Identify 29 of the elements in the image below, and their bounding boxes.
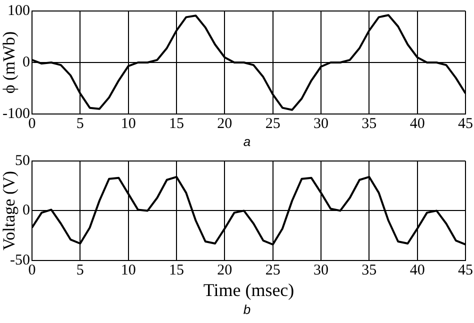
x-tick-label: 45 bbox=[458, 262, 473, 278]
x-tick-label: 45 bbox=[458, 116, 473, 132]
x-tick-label: 40 bbox=[410, 262, 425, 278]
y-tick-label: 100 bbox=[8, 2, 30, 19]
x-axis-title: Time (msec) bbox=[203, 280, 294, 300]
x-tick-label: 5 bbox=[76, 262, 84, 278]
x-tick-label: 5 bbox=[76, 116, 84, 132]
y-axis-title: ϕ (mWb) bbox=[0, 31, 19, 94]
x-tick-label: 35 bbox=[362, 116, 377, 132]
text: b bbox=[242, 302, 252, 318]
x-tick-label: 30 bbox=[314, 116, 328, 132]
y-tick-label: -100 bbox=[2, 106, 30, 122]
x-tick-label: 10 bbox=[120, 262, 136, 278]
y-tick-label: 0 bbox=[22, 202, 30, 219]
y-tick-label: -50 bbox=[10, 252, 30, 268]
x-tick-label: 20 bbox=[217, 116, 232, 132]
text: a bbox=[242, 134, 252, 150]
x-tick-label: 25 bbox=[265, 262, 280, 278]
y-tick-label: 0 bbox=[22, 54, 30, 70]
x-tick-label: 10 bbox=[120, 116, 136, 132]
x-tick-label: 25 bbox=[265, 116, 280, 132]
y-axis-title: Voltage (V) bbox=[0, 170, 19, 250]
x-tick-label: 30 bbox=[314, 262, 328, 278]
x-tick-label: 40 bbox=[410, 116, 425, 132]
y-tick-label: 50 bbox=[15, 152, 30, 169]
x-tick-label: 35 bbox=[362, 262, 377, 278]
x-tick-label: 15 bbox=[169, 262, 184, 278]
x-tick-label: 15 bbox=[169, 116, 184, 132]
x-tick-label: 20 bbox=[217, 262, 232, 278]
